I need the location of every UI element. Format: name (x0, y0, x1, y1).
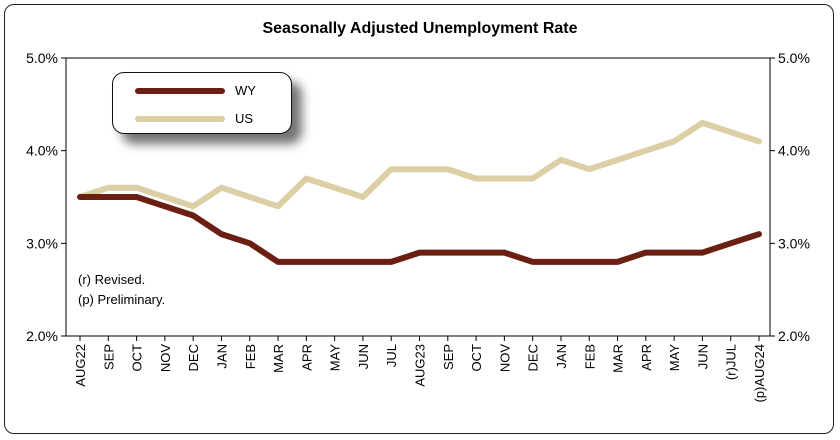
x-tick-label: FEB (582, 344, 597, 369)
x-tick-label: JUN (356, 344, 371, 369)
y-tick-label-right: 4.0% (778, 143, 810, 159)
plot-area (65, 57, 771, 337)
y-tick-label-left: 3.0% (26, 235, 58, 251)
chart-frame (4, 4, 834, 434)
y-tick-label-right: 5.0% (778, 50, 810, 66)
legend-label-us: US (235, 111, 254, 126)
y-tick-label-right: 3.0% (778, 235, 810, 251)
x-tick-label: NOV (158, 344, 173, 373)
x-tick-label: MAY (328, 344, 343, 372)
x-tick-label: APR (639, 344, 654, 371)
note-revised: (r) Revised. (78, 272, 146, 287)
legend-item-wy: WY (113, 81, 291, 101)
x-tick-label: DEC (186, 344, 201, 371)
x-tick-label: SEP (101, 344, 116, 370)
note-preliminary: (p) Preliminary. (78, 292, 166, 307)
x-tick-label: JUN (695, 344, 710, 369)
x-tick-label: MAR (611, 344, 626, 373)
x-tick-label: JAN (214, 344, 229, 369)
x-tick-label: AUG23 (413, 344, 428, 387)
legend-item-us: US (113, 109, 291, 129)
series-line-us (77, 119, 762, 210)
x-tick-label: JAN (554, 344, 569, 369)
y-tick-label-left: 2.0% (26, 328, 58, 344)
x-tick-label: (p)AUG24 (752, 344, 767, 403)
legend-label-wy: WY (235, 83, 256, 98)
series-line-wy (77, 194, 762, 265)
x-tick-label: SEP (441, 344, 456, 370)
x-tick-label: APR (299, 344, 314, 371)
chart-title: Seasonally Adjusted Unemployment Rate (262, 20, 578, 37)
y-tick-label-right: 2.0% (778, 328, 810, 344)
y-tick-label-left: 4.0% (26, 143, 58, 159)
legend-swatch-us (135, 116, 225, 122)
legend-swatch-wy (135, 88, 225, 94)
x-tick-label: NOV (497, 344, 512, 373)
x-tick-label: FEB (243, 344, 258, 369)
x-tick-label: AUG22 (73, 344, 88, 387)
x-tick-label: (r)JUL (724, 344, 739, 380)
x-tick-label: OCT (469, 344, 484, 372)
x-tick-label: MAR (271, 344, 286, 373)
legend: WY US (112, 72, 292, 134)
x-tick-label: MAY (667, 344, 682, 372)
y-tick-label-left: 5.0% (26, 50, 58, 66)
x-tick-label: OCT (130, 344, 145, 372)
x-tick-label: DEC (526, 344, 541, 371)
x-tick-label: JUL (384, 344, 399, 367)
